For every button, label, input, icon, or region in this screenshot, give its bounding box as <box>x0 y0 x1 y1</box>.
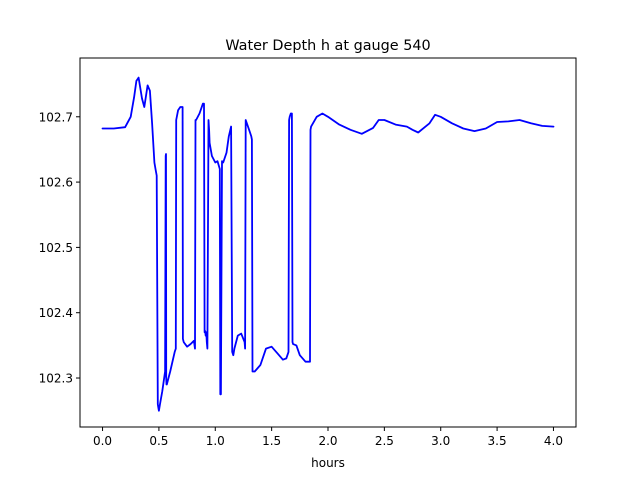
y-tick-label: 102.3 <box>39 372 73 386</box>
x-axis-ticks: 0.0 0.5 1.0 1.5 2.0 2.5 3.0 3.5 4.0 <box>93 427 563 448</box>
x-tick-label: 3.5 <box>488 434 507 448</box>
y-tick-label: 102.6 <box>39 176 73 190</box>
x-tick-label: 3.0 <box>431 434 450 448</box>
series-line-0 <box>101 76 555 412</box>
x-tick-label: 0.0 <box>93 434 112 448</box>
x-tick-label: 4.0 <box>544 434 563 448</box>
x-tick-label: 2.5 <box>375 434 394 448</box>
x-tick-label: 1.5 <box>262 434 281 448</box>
x-tick-label: 2.0 <box>318 434 337 448</box>
series-layer <box>101 76 555 412</box>
plot-frame <box>79 57 577 428</box>
y-axis-ticks: 102.3 102.4 102.5 102.6 102.7 <box>39 110 80 386</box>
y-tick-label: 102.4 <box>39 306 73 320</box>
y-tick-label: 102.5 <box>39 241 73 255</box>
x-tick-label: 1.0 <box>206 434 225 448</box>
plot-area <box>80 58 576 427</box>
y-tick-label: 102.7 <box>39 110 73 124</box>
chart-title: Water Depth h at gauge 540 <box>225 38 430 54</box>
x-tick-label: 0.5 <box>149 434 168 448</box>
x-axis-label: hours <box>311 456 345 470</box>
